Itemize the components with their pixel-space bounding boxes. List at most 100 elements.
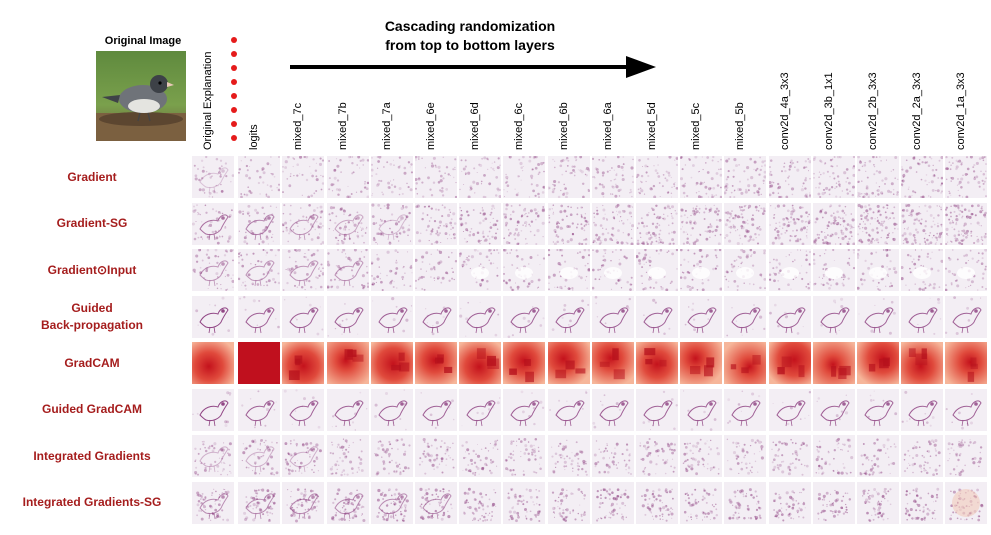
explanation-cell: [238, 342, 281, 384]
explanation-cell: [768, 295, 811, 338]
explanation-cell: [857, 249, 899, 291]
explanation-cell: [680, 481, 723, 524]
explanation-cell: [282, 156, 325, 198]
explanation-cell: [901, 435, 944, 477]
explanation-cell: [636, 435, 678, 477]
explanation-cell: [459, 249, 502, 291]
explanation-cell: [680, 202, 723, 245]
explanation-cell: [192, 202, 234, 245]
explanation-cell: [415, 435, 457, 477]
cascade-title: Cascading randomization from top to bott…: [340, 17, 600, 55]
explanation-cell: [282, 202, 325, 245]
explanation-cell: [591, 156, 634, 198]
cascade-title-line-1: Cascading randomization: [384, 18, 556, 34]
explanation-cell: [812, 388, 855, 431]
row-label-line: Gradient⊙Input: [47, 262, 137, 277]
column-label-text: mixed_5d: [646, 102, 658, 150]
explanation-cell: [591, 249, 634, 291]
explanation-cell: [415, 388, 457, 431]
column-label-text: mixed_5c: [690, 102, 703, 150]
explanation-cell: [459, 342, 502, 384]
explanation-cell: [547, 202, 590, 245]
row-label-line: Guided GradCAM: [41, 402, 142, 416]
column-label-mixed-6b: mixed_6b: [556, 10, 576, 150]
explanation-cell: [636, 249, 678, 291]
explanation-cell: [812, 342, 855, 384]
column-label-text: logits: [248, 124, 261, 150]
explanation-cell: [326, 295, 369, 338]
explanation-cell: [547, 342, 590, 384]
explanation-cell: [192, 342, 234, 384]
explanation-cell: [768, 202, 811, 245]
explanation-cell: [724, 342, 767, 384]
explanation-cell: [724, 202, 767, 245]
explanation-cell: [415, 202, 457, 245]
explanation-cell: [370, 388, 413, 431]
column-label-mixed-5c: mixed_5c: [688, 10, 708, 150]
column-label-conv2d-1a-3x3: conv2d_1a_3x3: [953, 10, 973, 150]
explanation-cell: [680, 342, 723, 384]
column-label-text: Original Explanation: [202, 51, 214, 150]
explanation-cell: [945, 388, 988, 431]
explanation-cell: [503, 481, 546, 524]
column-label-mixed-5b: mixed_5b: [732, 10, 752, 150]
explanation-cell: [591, 481, 634, 524]
explanation-cell: [192, 388, 234, 431]
explanation-cell: [812, 295, 855, 338]
row-label-guided-gradcam: Guided GradCAM: [0, 401, 184, 418]
explanation-cell: [901, 388, 944, 431]
explanation-cell: [503, 249, 546, 291]
row-label-gradcam: GradCAM: [0, 355, 184, 372]
row-label-line: Guided: [71, 300, 113, 315]
column-label-original-explanation: Original Explanation: [200, 10, 220, 150]
explanation-cell: [459, 481, 502, 524]
explanation-cell: [857, 435, 899, 477]
explanation-cell: [680, 388, 723, 431]
explanation-cell: [547, 295, 590, 338]
explanation-cell: [857, 388, 899, 431]
explanation-cell: [812, 435, 855, 477]
explanation-cell: [192, 295, 234, 338]
explanation-cell: [282, 342, 325, 384]
explanation-cell: [901, 342, 944, 384]
column-label-mixed-6d: mixed_6d: [467, 10, 487, 150]
explanation-cell: [768, 435, 811, 477]
row-label-line: Integrated Gradients-SG: [22, 495, 162, 509]
explanation-cell: [768, 249, 811, 291]
explanation-cell: [945, 481, 988, 524]
explanation-cell: [459, 156, 502, 198]
cascade-arrow-icon: [290, 56, 656, 78]
explanation-cell: [192, 249, 234, 291]
column-label-text: mixed_5b: [734, 102, 747, 150]
explanation-cell: [370, 435, 413, 477]
row-label-guided-back-propagation: Guided Back-propagation: [0, 300, 184, 334]
explanation-cell: [945, 295, 988, 338]
explanation-cell: [503, 295, 546, 338]
explanation-cell: [945, 202, 988, 245]
row-label-line: Gradient: [67, 169, 117, 184]
explanation-cell: [812, 202, 855, 245]
explanation-cell: [768, 388, 811, 431]
column-label-text: mixed_7c: [292, 102, 305, 150]
explanation-cell: [459, 435, 502, 477]
column-label-text: mixed_6d: [469, 102, 482, 150]
explanation-cell: [370, 202, 413, 245]
explanation-cell: [636, 295, 678, 338]
explanation-cell: [636, 202, 678, 245]
explanation-cell: [857, 202, 899, 245]
explanation-cell: [415, 249, 457, 291]
explanation-cell: [415, 481, 457, 524]
column-label-text: conv2d_2a_3x3: [911, 72, 924, 150]
explanation-cell: [326, 202, 369, 245]
explanation-cell: [680, 249, 723, 291]
column-label-conv2d-2b-3x3: conv2d_2b_3x3: [865, 10, 885, 150]
explanation-cell: [503, 388, 546, 431]
column-label-text: conv2d_4a_3x3: [778, 72, 791, 150]
column-label-mixed-7a: mixed_7a: [379, 10, 399, 150]
column-label-mixed-6c: mixed_6c: [511, 10, 531, 150]
row-label-line: Gradient-SG: [56, 216, 128, 230]
explanation-cell: [326, 249, 369, 291]
explanation-cell: [724, 156, 767, 198]
explanation-cell: [724, 435, 767, 477]
row-label-gradient-input: Gradient⊙Input: [0, 262, 184, 279]
